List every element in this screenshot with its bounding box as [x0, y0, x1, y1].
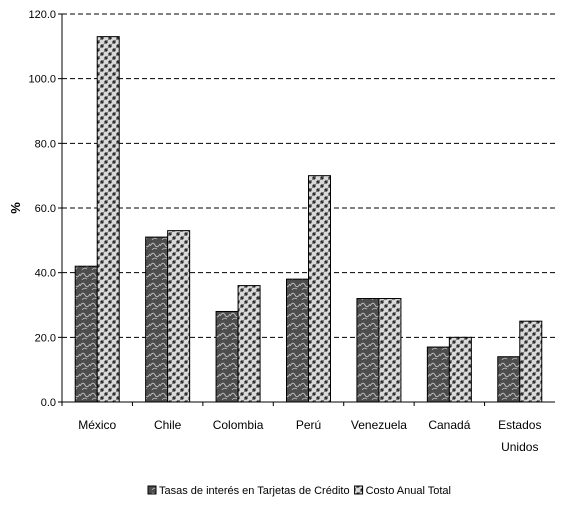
- bar-tasas-5: [426, 346, 450, 403]
- y-tick-label: 40.0: [35, 268, 56, 280]
- bars: [74, 36, 543, 403]
- bar-costo-4: [378, 298, 402, 403]
- x-tick-label: Perú: [296, 418, 321, 432]
- x-tick-label: Chile: [154, 418, 182, 432]
- y-tick-label: 20.0: [35, 332, 56, 344]
- bar-tasas-2: [215, 310, 239, 403]
- bar-costo-1: [167, 230, 191, 403]
- y-tick-label: 60.0: [35, 203, 56, 215]
- legend-swatch: [354, 485, 364, 495]
- legend: Tasas de interés en Tarjetas de Crédito C…: [147, 485, 451, 497]
- bar-tasas-1: [145, 236, 169, 403]
- x-tick-label: Estados Unidos: [498, 418, 541, 454]
- x-tick-label: Canadá: [428, 418, 470, 432]
- bar-tasas-0: [74, 265, 98, 403]
- y-tick-label: 0.0: [41, 397, 56, 409]
- legend-label: Costo Anual Total: [366, 485, 451, 497]
- bar-costo-5: [448, 336, 472, 403]
- bar-costo-6: [519, 320, 543, 403]
- y-tick-label: 80.0: [35, 138, 56, 150]
- legend-label: Tasas de interés en Tarjetas de Crédito: [159, 485, 350, 497]
- bar-tasas-3: [286, 278, 309, 403]
- x-tick-label: Colombia: [213, 418, 264, 432]
- tick-labels: 0.0 20.0 40.0 60.0 80.0 100.0 120.0% México Chil…: [8, 9, 541, 454]
- bar-costo-3: [308, 175, 331, 403]
- bar-costo-0: [96, 36, 120, 403]
- y-tick-label: 100.0: [28, 74, 56, 86]
- gridlines: [62, 13, 555, 338]
- y-axis-label: %: [8, 202, 23, 214]
- legend-swatch: [147, 485, 157, 495]
- bar-tasas-6: [497, 356, 521, 403]
- x-tick-label: Venezuela: [351, 418, 407, 432]
- bar-tasas-4: [356, 298, 380, 403]
- x-tick-label: México: [78, 418, 116, 432]
- bar-costo-2: [237, 285, 261, 403]
- y-tick-label: 120.0: [28, 9, 56, 21]
